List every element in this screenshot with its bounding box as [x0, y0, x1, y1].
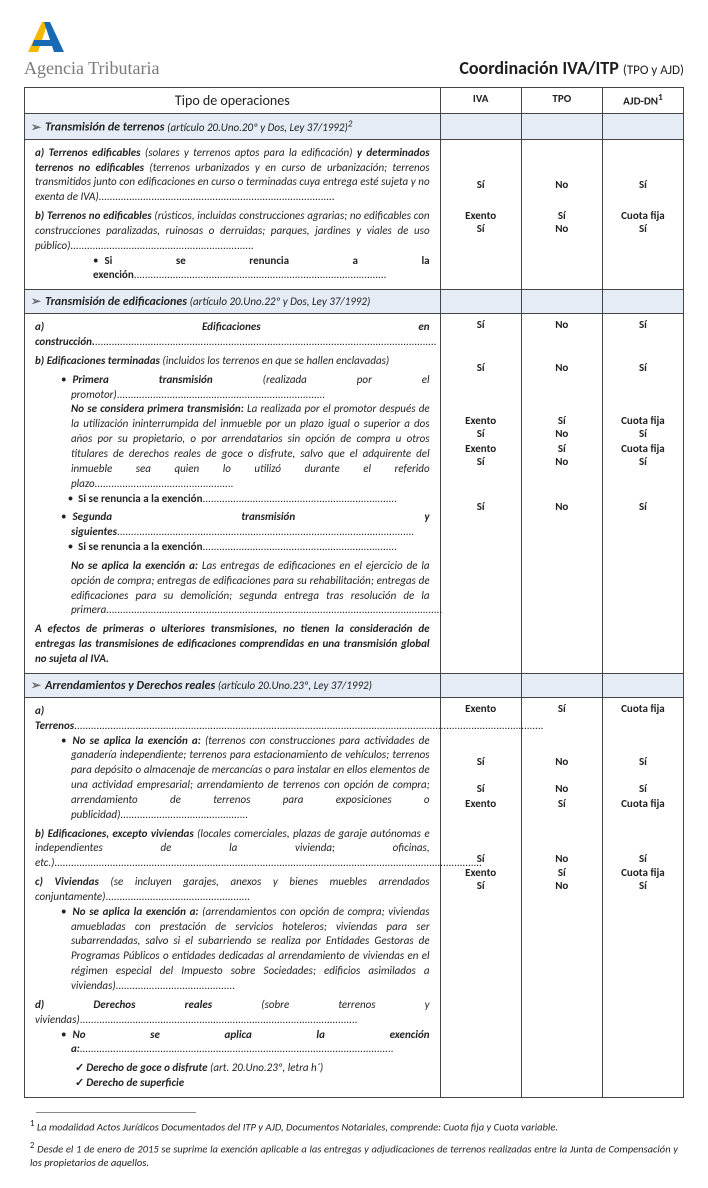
footnotes: 1 La modalidad Actos Jurídicos Documenta… [24, 1112, 684, 1171]
title-sub: (TPO y AJD) [623, 63, 684, 78]
col-iva: IVA [440, 88, 521, 114]
agency-logo-block: Agencia Tributaria [24, 18, 159, 79]
col-ajd: AJD-DN1 [602, 88, 683, 114]
section-row-1: ➢Transmisión de terrenos (artículo 20.Un… [25, 114, 684, 140]
row-edificaciones: a) Edificaciones en construcción........… [25, 314, 684, 674]
agency-name: Agencia Tributaria [24, 58, 159, 79]
page-title: Coordinación IVA/ITP (TPO y AJD) [459, 57, 684, 79]
row-arrendamientos: a) Terrenos.............................… [25, 697, 684, 1097]
section-row-2: ➢Transmisión de edificaciones (artículo … [25, 290, 684, 314]
page-header: Agencia Tributaria Coordinación IVA/ITP … [24, 18, 684, 79]
col-desc: Tipo de operaciones [25, 88, 441, 114]
agency-logo-icon [24, 18, 68, 56]
row-terrenos: a) Terrenos edificables (solares y terre… [25, 139, 684, 290]
col-tpo: TPO [521, 88, 602, 114]
main-table: Tipo de operaciones IVA TPO AJD-DN1 ➢Tra… [24, 87, 684, 1098]
section-row-3: ➢Arrendamientos y Derechos reales (artíc… [25, 673, 684, 697]
title-main: Coordinación IVA/ITP [459, 57, 618, 79]
